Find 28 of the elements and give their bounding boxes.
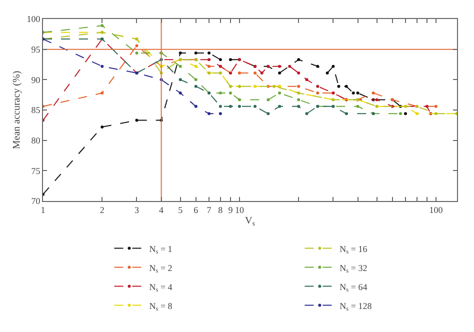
x-tick-label: 10: [234, 204, 244, 215]
legend-label: N$_{s}$ = 32: [340, 262, 368, 275]
x-tick-label: 4: [159, 204, 164, 215]
x-tick-label: 100: [429, 204, 444, 215]
y-axis-title: Mean accuracy (%): [12, 70, 23, 150]
x-tick-label: 8: [218, 204, 224, 215]
x-tick-label: 9: [228, 204, 234, 215]
y-tick-label: 95: [31, 44, 41, 54]
x-tick-label: 3: [134, 204, 140, 215]
legend-label: N$_{s}$ = 128: [340, 300, 372, 313]
x-tick-label: 6: [194, 204, 199, 215]
y-tick-label: 70: [31, 196, 41, 206]
x-tick-label: 1: [40, 204, 46, 215]
legend-label: N$_{s}$ = 4: [149, 282, 173, 294]
x-axis-title: V$_{s}$: [245, 215, 256, 228]
legend-label: N$_{s}$ = 2: [149, 262, 172, 275]
y-tick-label: 85: [31, 105, 41, 116]
x-tick-label: 7: [206, 204, 212, 215]
y-tick-label: 100: [26, 14, 41, 24]
legend-label: N$_{s}$ = 16: [340, 244, 368, 256]
legend-label: N$_{s}$ = 64: [340, 282, 368, 294]
y-tick-label: 90: [31, 74, 41, 85]
legend-label: N$_{s}$ = 8: [149, 300, 173, 313]
y-tick-label: 75: [31, 166, 41, 176]
x-tick-label: 5: [178, 204, 184, 215]
legend-label: N$_{s}$ = 1: [149, 244, 172, 256]
x-tick-label: 2: [100, 204, 104, 215]
y-tick-label: 80: [31, 135, 41, 146]
